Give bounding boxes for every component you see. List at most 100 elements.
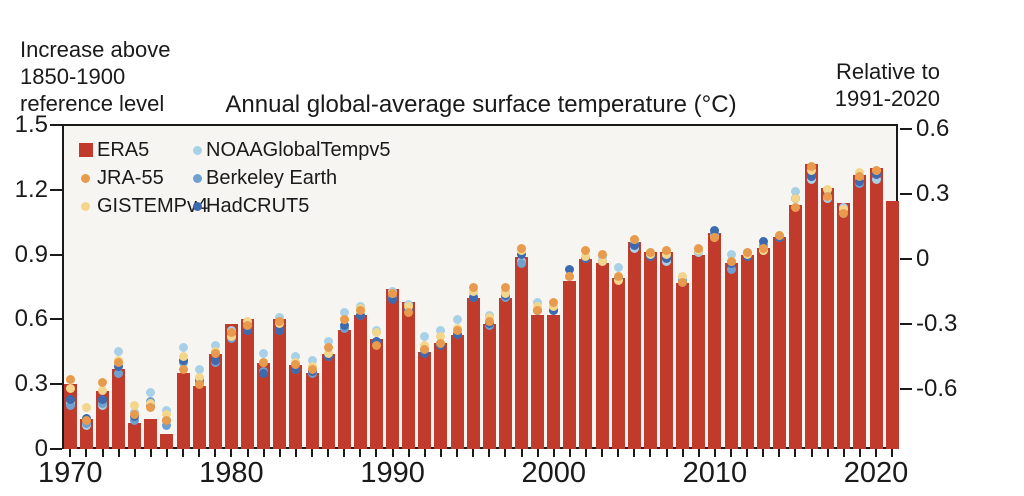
y-axis-right-tick <box>900 257 912 260</box>
x-axis-tick-1990 <box>391 449 394 457</box>
dot-jra-55-2010 <box>710 232 720 242</box>
bar-2013 <box>756 248 770 449</box>
legend-item-jra-55: JRA-55 <box>97 167 164 189</box>
dot-hadcrut5-1983 <box>275 325 285 335</box>
y-axis-right-label: 0.3 <box>916 180 950 208</box>
dot-jra-55-2006 <box>645 247 655 257</box>
x-axis-tick-1977 <box>182 449 185 457</box>
dot-gistempv4-2015 <box>790 193 800 203</box>
x-axis-tick-1970 <box>69 449 72 457</box>
x-axis-tick-1985 <box>311 449 314 457</box>
dot-jra-55-2005 <box>629 234 639 244</box>
dot-jra-55-2018 <box>839 209 849 219</box>
bar-1978 <box>192 386 206 449</box>
left-axis-caption: Increase above 1850-1900 reference level <box>20 36 170 117</box>
x-axis-tick-1991 <box>407 449 410 457</box>
dot-berkeley-earth-1973 <box>114 368 124 378</box>
left-axis-caption-line: 1850-1900 <box>20 64 126 89</box>
bar-1980 <box>224 323 238 449</box>
x-axis-tick-1996 <box>488 449 491 457</box>
x-axis-tick-1971 <box>85 449 88 457</box>
y-axis-left-label: 1.5 <box>14 111 48 138</box>
bar-2010 <box>708 233 722 449</box>
dot-jra-55-2013 <box>758 243 768 253</box>
x-axis-tick-2001 <box>568 449 571 457</box>
x-axis-label-1990: 1990 <box>360 457 425 489</box>
y-axis-left-label: 1.2 <box>14 175 48 203</box>
x-axis-tick-2010 <box>713 449 716 457</box>
dot-jra-55-1999 <box>533 306 543 316</box>
x-axis-tick-2002 <box>584 449 587 457</box>
dot-jra-55-1991 <box>404 308 414 318</box>
dot-noaaglobaltempv5-2004 <box>613 263 623 273</box>
dot-jra-55-1994 <box>452 325 462 335</box>
y-axis-left-tick <box>50 188 62 191</box>
bar-1989 <box>369 338 383 449</box>
dot-gistempv4-1970 <box>65 384 75 394</box>
dot-jra-55-2015 <box>790 202 800 212</box>
dot-gistempv4-1976 <box>162 409 172 419</box>
bar-1982 <box>257 362 271 449</box>
era5-legend-swatch <box>78 143 93 157</box>
x-axis-tick-2017 <box>826 449 829 457</box>
bar-1983 <box>273 319 287 449</box>
x-axis-label-1970: 1970 <box>38 457 103 489</box>
bar-2016 <box>805 163 819 449</box>
x-axis-tick-2020 <box>875 449 878 457</box>
bar-2017 <box>821 187 835 449</box>
y-axis-left-label: 0.3 <box>14 370 48 398</box>
bar-2015 <box>788 204 802 449</box>
dot-jra-55-1989 <box>371 340 381 350</box>
x-axis-tick-1988 <box>359 449 362 457</box>
dot-noaaglobaltempv5-1975 <box>146 388 156 398</box>
dot-hadcrut5-1984 <box>291 364 301 374</box>
bar-2011 <box>724 263 738 449</box>
dot-noaaglobaltempv5-1986 <box>323 336 333 346</box>
x-axis-tick-2009 <box>697 449 700 457</box>
bar-1992 <box>418 351 432 449</box>
bar-2008 <box>676 282 690 449</box>
dot-hadcrut5-2005 <box>629 241 639 251</box>
y-axis-left-label: 0 <box>34 435 48 462</box>
dot-berkeley-earth-1998 <box>517 258 527 268</box>
x-axis-label-2000: 2000 <box>521 457 586 489</box>
x-axis-tick-2003 <box>601 449 604 457</box>
dot-jra-55-1990 <box>388 288 398 298</box>
x-axis-tick-1998 <box>520 449 523 457</box>
bar-2018 <box>837 202 851 449</box>
dot-hadcrut5-1987 <box>339 321 349 331</box>
bar-1988 <box>353 315 367 449</box>
dot-noaaglobaltempv5-1994 <box>452 314 462 324</box>
bar-2021 <box>885 200 899 449</box>
legend-item-noaaglobaltempv5: NOAAGlobalTempv5 <box>206 139 391 161</box>
bar-2006 <box>643 252 657 449</box>
bar-1979 <box>208 353 222 449</box>
bar-2009 <box>692 254 706 449</box>
x-axis-tick-2006 <box>649 449 652 457</box>
dot-gistempv4-2008 <box>678 271 688 281</box>
x-axis-tick-1980 <box>230 449 233 457</box>
bar-1995 <box>466 297 480 449</box>
x-axis-tick-2004 <box>617 449 620 457</box>
x-axis-tick-1982 <box>262 449 265 457</box>
y-axis-right-tick <box>900 193 912 196</box>
dot-noaaglobaltempv5-1977 <box>178 342 188 352</box>
dot-gistempv4-1989 <box>371 327 381 337</box>
dot-berkeley-earth-2011 <box>726 265 736 275</box>
y-axis-left-tick <box>50 383 62 386</box>
x-axis-tick-2013 <box>762 449 765 457</box>
dot-gistempv4-2002 <box>581 252 591 262</box>
bar-2003 <box>595 263 609 449</box>
dot-jra-55-1996 <box>484 317 494 327</box>
right-axis-caption-line: Relative to <box>836 59 940 84</box>
x-axis-tick-1974 <box>133 449 136 457</box>
bar-2002 <box>579 258 593 449</box>
berkeley-earth-legend-swatch <box>192 173 202 183</box>
y-axis-left-label: 0.9 <box>14 240 48 268</box>
dot-noaaglobaltempv5-1984 <box>291 351 301 361</box>
dot-jra-55-1984 <box>291 360 301 370</box>
dot-jra-55-1987 <box>339 314 349 324</box>
dot-jra-55-2009 <box>694 243 704 253</box>
x-axis-tick-2016 <box>810 449 813 457</box>
